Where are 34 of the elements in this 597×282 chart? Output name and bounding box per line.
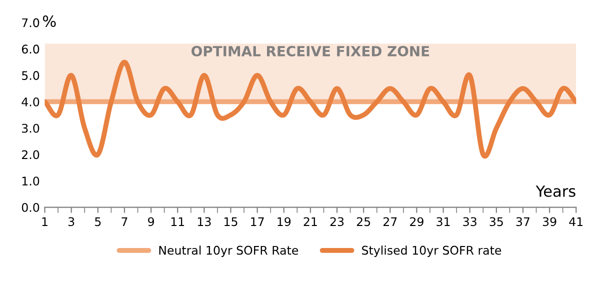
x-tick-label: 33 <box>463 217 476 226</box>
y-tick-label: 4.0 <box>22 97 40 106</box>
band-label: OPTIMAL RECEIVE FIXED ZONE <box>192 46 430 56</box>
x-tick-label: 35 <box>490 217 503 226</box>
y-tick-label: 2.0 <box>22 150 40 160</box>
x-tick-label: 19 <box>278 217 291 226</box>
legend-label: Neutral 10yr SOFR Rate <box>159 246 298 258</box>
x-tick-label: 11 <box>171 217 184 226</box>
x-tick-label: 25 <box>356 217 370 226</box>
x-tick-label: 27 <box>383 217 397 226</box>
x-tick-label: 13 <box>198 217 211 226</box>
x-axis-title: Years <box>536 186 576 197</box>
y-tick-label: 6.0 <box>22 44 40 54</box>
x-tick-label: 3 <box>68 217 74 226</box>
y-tick-label: 3.0 <box>22 124 40 133</box>
x-tick-label: 5 <box>95 217 101 226</box>
y-tick-label: 1.0 <box>22 176 40 186</box>
x-tick-label: 9 <box>148 217 154 226</box>
x-tick-label: 7 <box>122 217 128 226</box>
x-tick-label: 41 <box>569 217 583 226</box>
x-tick-label: 21 <box>304 217 317 226</box>
x-tick-label: 1 <box>42 217 48 226</box>
x-tick-label: 31 <box>436 217 450 226</box>
y-tick-label: 7.0 <box>22 18 40 28</box>
x-tick-label: 29 <box>410 217 424 226</box>
x-tick-label: 15 <box>224 217 238 226</box>
x-tick-label: 17 <box>251 217 264 226</box>
y-axis-title: % <box>42 15 56 27</box>
y-tick-label: 5.0 <box>22 71 40 80</box>
x-tick-label: 39 <box>542 217 556 226</box>
x-tick-label: 23 <box>330 217 344 226</box>
x-tick-label: 37 <box>516 217 530 226</box>
legend-label: Stylised 10yr SOFR rate <box>362 246 502 258</box>
y-tick-label: 0.0 <box>22 202 40 212</box>
